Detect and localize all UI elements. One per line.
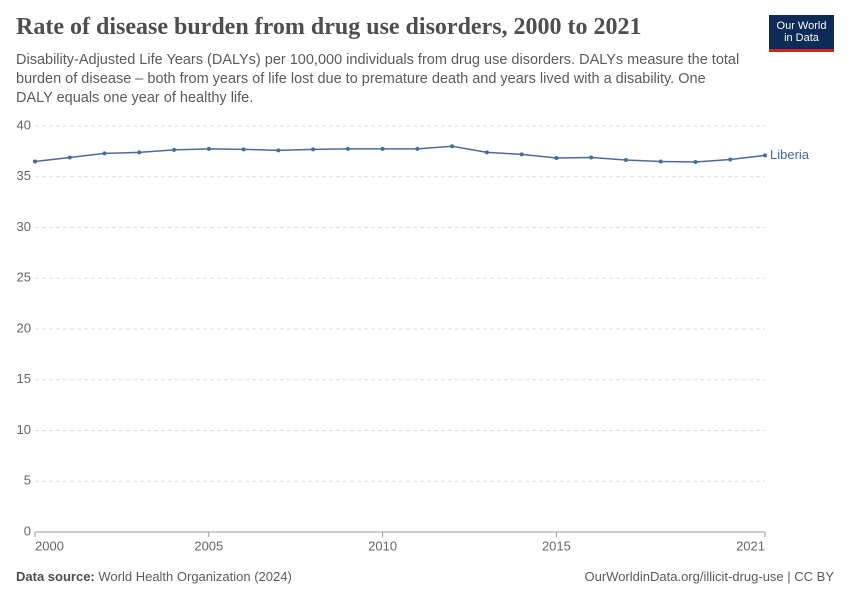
series-line <box>34 145 766 163</box>
data-point <box>658 159 663 164</box>
series-label: Liberia <box>770 147 810 162</box>
y-tick-label: 20 <box>17 320 31 335</box>
x-tick-label: 2021 <box>736 538 765 553</box>
data-point <box>67 155 72 160</box>
data-point <box>241 147 246 152</box>
data-point <box>137 150 142 155</box>
y-tick-label: 40 <box>17 117 31 132</box>
source-text: World Health Organization (2024) <box>98 569 292 584</box>
y-tick-label: 35 <box>17 168 31 183</box>
data-point <box>450 144 455 149</box>
data-point <box>519 152 524 157</box>
y-tick-label: 10 <box>17 422 31 437</box>
data-point <box>623 158 628 163</box>
x-tick-label: 2005 <box>194 538 223 553</box>
logo-line: Our World <box>776 20 827 32</box>
data-point <box>380 146 385 151</box>
data-point <box>345 146 350 151</box>
data-point <box>311 147 316 152</box>
y-tick-label: 0 <box>24 523 31 538</box>
x-tick-label: 2000 <box>35 538 64 553</box>
logo-line: in Data <box>784 32 819 44</box>
data-point <box>763 153 767 158</box>
footer-link[interactable]: OurWorldinData.org/illicit-drug-use | CC… <box>584 569 835 584</box>
data-point <box>415 146 420 151</box>
y-tick-label: 25 <box>17 270 31 285</box>
chart-title: Rate of disease burden from drug use dis… <box>16 14 642 40</box>
y-tick-label: 30 <box>17 219 31 234</box>
data-point <box>276 148 281 153</box>
data-point <box>693 160 698 165</box>
y-tick-label: 5 <box>24 473 31 488</box>
data-point <box>172 147 177 152</box>
source-label: Data source: <box>16 569 95 584</box>
chart-subtitle: Disability-Adjusted Life Years (DALYs) p… <box>16 52 740 106</box>
data-point <box>554 155 559 160</box>
data-point <box>206 146 211 151</box>
data-point <box>33 159 37 164</box>
source: Data source: World Health Organization (… <box>16 569 292 584</box>
y-tick-label: 15 <box>17 371 31 386</box>
data-point <box>728 157 733 162</box>
logo[interactable]: Our World in Data <box>769 15 834 52</box>
x-tick-label: 2015 <box>542 538 571 553</box>
data-point <box>102 151 107 156</box>
data-point <box>484 150 489 155</box>
x-tick-label: 2010 <box>368 538 397 553</box>
chart: 0 5 10 15 20 25 30 35 40 2000 2005 2010 2015 2021 Libe… <box>17 117 810 553</box>
data-point <box>589 155 594 160</box>
